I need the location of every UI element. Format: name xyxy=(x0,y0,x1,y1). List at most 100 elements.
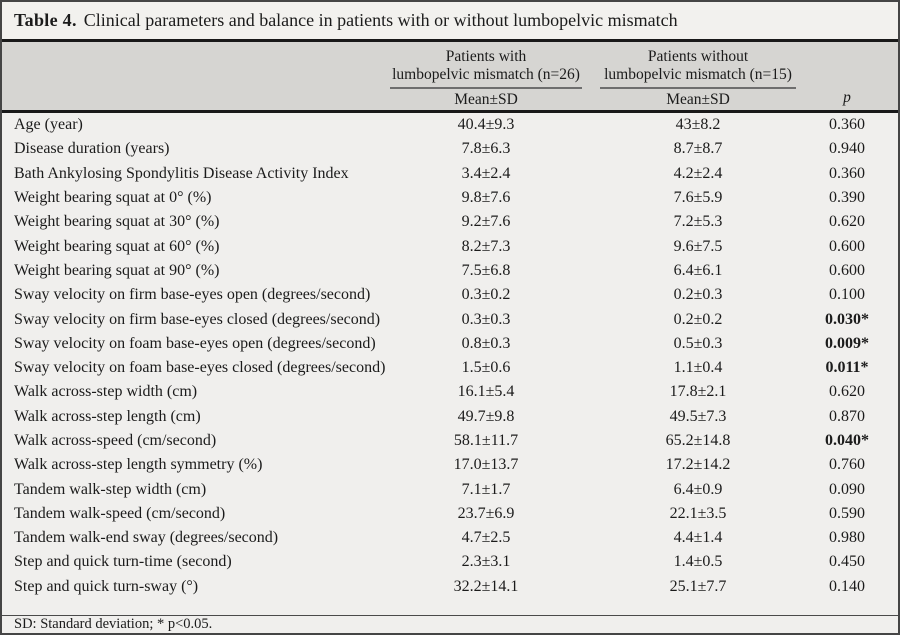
row-parameter-label: Weight bearing squat at 90° (%) xyxy=(14,261,220,279)
table-number-label: Table 4. xyxy=(14,10,77,30)
row-mean-sd-with-mismatch: 7.1±1.7 xyxy=(461,480,511,498)
row-gap xyxy=(582,113,600,137)
row-mean-sd-with-mismatch: 3.4±2.4 xyxy=(461,164,511,182)
row-mean-sd-without-mismatch: 1.4±0.5 xyxy=(673,553,723,571)
row-gap xyxy=(582,429,600,453)
row-p-value: 0.360 xyxy=(829,164,865,182)
row-gap xyxy=(582,526,600,550)
row-p-value: 0.940 xyxy=(829,140,865,158)
mean-sd-header-2: Mean±SD xyxy=(666,91,730,108)
row-mean-sd-with-mismatch: 7.5±6.8 xyxy=(461,261,511,279)
row-mean-sd-with-mismatch: 7.8±6.3 xyxy=(461,140,511,158)
row-mean-sd-with-mismatch: 23.7±6.9 xyxy=(457,504,515,522)
row-p-value: 0.620 xyxy=(829,213,865,231)
table-row: Step and quick turn-time (second) 2.3±3.… xyxy=(2,550,898,574)
table-row: Walk across-step width (cm) 16.1±5.4 17.… xyxy=(2,380,898,404)
row-mean-sd-without-mismatch: 43±8.2 xyxy=(675,116,721,134)
row-gap xyxy=(582,405,600,429)
row-parameter-label: Walk across-step width (cm) xyxy=(14,383,198,401)
group-underline xyxy=(600,87,796,89)
row-parameter-label: Weight bearing squat at 60° (%) xyxy=(14,237,220,255)
row-mean-sd-with-mismatch: 40.4±9.3 xyxy=(457,116,515,134)
row-mean-sd-without-mismatch: 22.1±3.5 xyxy=(669,504,727,522)
table-row: Sway velocity on foam base-eyes open (de… xyxy=(2,332,898,356)
row-mean-sd-without-mismatch: 8.7±8.7 xyxy=(673,140,723,158)
row-mean-sd-without-mismatch: 17.2±14.2 xyxy=(665,456,731,474)
table-row: Weight bearing squat at 60° (%) 8.2±7.3 … xyxy=(2,234,898,258)
table-row: Walk across-step length (cm) 49.7±9.8 49… xyxy=(2,405,898,429)
row-gap xyxy=(582,137,600,161)
row-p-value: 0.390 xyxy=(829,189,865,207)
row-p-value: 0.760 xyxy=(829,456,865,474)
row-gap xyxy=(582,477,600,501)
table-row: Weight bearing squat at 30° (%) 9.2±7.6 … xyxy=(2,210,898,234)
mean-sd-header-1: Mean±SD xyxy=(454,91,518,108)
table-row: Sway velocity on firm base-eyes open (de… xyxy=(2,283,898,307)
row-gap xyxy=(582,550,600,574)
row-gap xyxy=(582,210,600,234)
row-mean-sd-without-mismatch: 6.4±6.1 xyxy=(673,261,723,279)
row-parameter-label: Tandem walk-step width (cm) xyxy=(14,480,207,498)
row-mean-sd-without-mismatch: 1.1±0.4 xyxy=(673,359,723,377)
table-row: Sway velocity on foam base-eyes closed (… xyxy=(2,356,898,380)
row-parameter-label: Age (year) xyxy=(14,116,83,134)
p-value-column-header: p xyxy=(843,89,851,106)
row-mean-sd-without-mismatch: 25.1±7.7 xyxy=(669,577,727,595)
row-p-value: 0.030* xyxy=(825,310,869,328)
row-p-value: 0.870 xyxy=(829,407,865,425)
row-mean-sd-with-mismatch: 0.3±0.3 xyxy=(461,310,511,328)
row-p-value: 0.450 xyxy=(829,553,865,571)
row-mean-sd-with-mismatch: 0.3±0.2 xyxy=(461,286,511,304)
table-row: Tandem walk-end sway (degrees/second) 4.… xyxy=(2,526,898,550)
row-parameter-label: Tandem walk-speed (cm/second) xyxy=(14,504,226,522)
row-mean-sd-without-mismatch: 49.5±7.3 xyxy=(669,407,727,425)
row-mean-sd-without-mismatch: 6.4±0.9 xyxy=(673,480,723,498)
table-row: Sway velocity on firm base-eyes closed (… xyxy=(2,307,898,331)
row-mean-sd-without-mismatch: 17.8±2.1 xyxy=(669,383,727,401)
row-mean-sd-without-mismatch: 7.2±5.3 xyxy=(673,213,723,231)
column-group-without-mismatch: Patients without lumbopelvic mismatch (n… xyxy=(600,42,796,110)
row-parameter-label: Step and quick turn-time (second) xyxy=(14,553,232,571)
row-parameter-label: Disease duration (years) xyxy=(14,140,170,158)
row-mean-sd-without-mismatch: 65.2±14.8 xyxy=(665,432,731,449)
row-mean-sd-without-mismatch: 7.6±5.9 xyxy=(673,189,723,207)
group-underline xyxy=(390,87,582,89)
row-mean-sd-with-mismatch: 0.8±0.3 xyxy=(461,334,511,352)
row-p-value: 0.100 xyxy=(829,286,865,304)
row-gap xyxy=(582,356,600,380)
row-mean-sd-without-mismatch: 4.2±2.4 xyxy=(673,164,723,182)
row-gap xyxy=(582,234,600,258)
row-mean-sd-with-mismatch: 32.2±14.1 xyxy=(453,577,519,595)
table-row: Walk across-step length symmetry (%) 17.… xyxy=(2,453,898,477)
row-mean-sd-without-mismatch: 0.2±0.2 xyxy=(673,310,723,328)
table-row: Disease duration (years) 7.8±6.3 8.7±8.7… xyxy=(2,137,898,161)
row-mean-sd-with-mismatch: 9.8±7.6 xyxy=(461,189,511,207)
row-p-value: 0.040* xyxy=(825,432,869,449)
row-parameter-label: Walk across-step length symmetry (%) xyxy=(14,456,263,474)
row-p-value: 0.140 xyxy=(829,577,865,595)
row-p-value: 0.620 xyxy=(829,383,865,401)
row-parameter-label: Step and quick turn-sway (°) xyxy=(14,577,199,595)
table-footnote: SD: Standard deviation; * p<0.05. xyxy=(2,615,898,633)
table-row: Tandem walk-speed (cm/second) 23.7±6.9 2… xyxy=(2,502,898,526)
table-row: Weight bearing squat at 90° (%) 7.5±6.8 … xyxy=(2,259,898,283)
row-parameter-label: Sway velocity on firm base-eyes closed (… xyxy=(14,310,381,328)
row-p-value: 0.600 xyxy=(829,237,865,255)
table-row: Walk across-speed (cm/second) 58.1±11.7 … xyxy=(2,429,898,453)
row-gap xyxy=(582,283,600,307)
column-gap xyxy=(582,42,600,110)
row-p-value: 0.980 xyxy=(829,529,865,547)
row-mean-sd-with-mismatch: 4.7±2.5 xyxy=(461,529,511,547)
table-row: Tandem walk-step width (cm) 7.1±1.7 6.4±… xyxy=(2,477,898,501)
table-title: Table 4. Clinical parameters and balance… xyxy=(2,2,898,42)
row-gap xyxy=(582,332,600,356)
row-parameter-label: Tandem walk-end sway (degrees/second) xyxy=(14,529,279,547)
row-p-value: 0.360 xyxy=(829,116,865,134)
table-title-text: Clinical parameters and balance in patie… xyxy=(83,10,678,30)
row-parameter-label: Weight bearing squat at 30° (%) xyxy=(14,213,220,231)
row-mean-sd-with-mismatch: 17.0±13.7 xyxy=(453,456,519,474)
row-p-value: 0.009* xyxy=(825,334,869,352)
row-parameter-label: Bath Ankylosing Spondylitis Disease Acti… xyxy=(14,164,349,182)
row-mean-sd-with-mismatch: 8.2±7.3 xyxy=(461,237,511,255)
column-group-with-mismatch: Patients with lumbopelvic mismatch (n=26… xyxy=(390,42,582,110)
